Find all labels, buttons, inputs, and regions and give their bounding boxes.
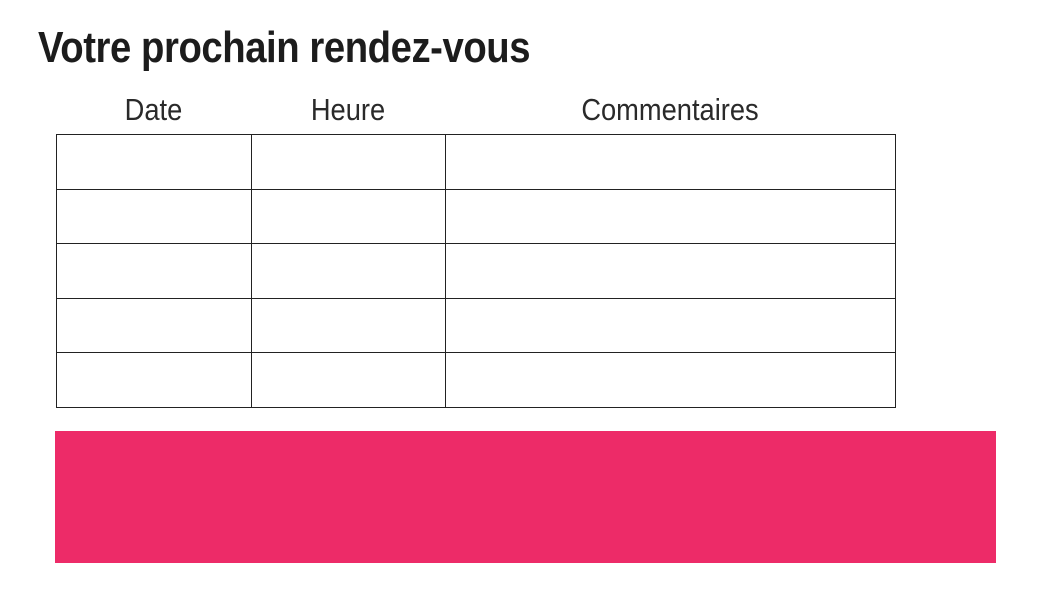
table-row — [56, 134, 896, 190]
column-header-heure: Heure — [310, 92, 386, 127]
table-cell — [56, 243, 252, 299]
table-row — [56, 188, 896, 245]
table-cell — [251, 297, 446, 354]
column-header-commentaires: Commentaires — [581, 92, 759, 127]
table-row — [56, 297, 896, 354]
table-cell — [251, 243, 446, 299]
table-cell — [56, 297, 252, 354]
table-header-row: Date Heure Commentaires — [56, 90, 895, 130]
pink-banner — [55, 431, 996, 563]
table-cell — [445, 243, 896, 299]
table-cell — [56, 134, 252, 190]
table-cell — [445, 297, 896, 354]
table-cell — [251, 352, 446, 408]
table-cell — [251, 134, 446, 190]
table-cell — [445, 134, 896, 190]
appointments-table-body — [56, 134, 896, 408]
table-row — [56, 352, 896, 408]
page-title: Votre prochain rendez-vous — [38, 23, 531, 72]
appointments-table — [56, 134, 896, 408]
table-cell — [445, 188, 896, 245]
table-row — [56, 243, 896, 299]
table-cell — [56, 188, 252, 245]
table-cell — [56, 352, 252, 408]
table-cell — [251, 188, 446, 245]
table-cell — [445, 352, 896, 408]
column-header-date: Date — [124, 92, 183, 127]
